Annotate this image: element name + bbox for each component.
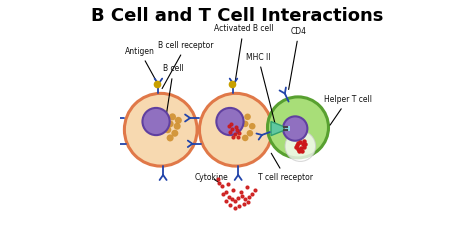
Circle shape bbox=[244, 114, 251, 120]
Circle shape bbox=[124, 93, 197, 166]
Circle shape bbox=[283, 116, 307, 141]
Text: Antigen: Antigen bbox=[125, 47, 156, 80]
Text: Cytokine: Cytokine bbox=[195, 173, 228, 183]
Circle shape bbox=[173, 123, 181, 130]
FancyArrow shape bbox=[200, 123, 215, 135]
Text: B cell receptor: B cell receptor bbox=[158, 41, 214, 88]
Text: CD4: CD4 bbox=[289, 27, 307, 89]
Circle shape bbox=[171, 130, 178, 137]
Text: Helper T cell: Helper T cell bbox=[324, 95, 372, 125]
Text: MHC II: MHC II bbox=[246, 52, 275, 123]
Circle shape bbox=[249, 123, 255, 130]
Circle shape bbox=[200, 93, 272, 166]
Circle shape bbox=[143, 108, 170, 135]
Circle shape bbox=[167, 120, 173, 127]
Polygon shape bbox=[271, 122, 284, 136]
Text: B Cell and T Cell Interactions: B Cell and T Cell Interactions bbox=[91, 7, 383, 25]
Circle shape bbox=[285, 131, 316, 161]
Circle shape bbox=[216, 108, 244, 135]
Circle shape bbox=[246, 130, 253, 137]
Circle shape bbox=[242, 135, 248, 141]
Circle shape bbox=[242, 121, 248, 127]
Circle shape bbox=[167, 135, 173, 141]
Circle shape bbox=[267, 97, 328, 158]
Text: B cell: B cell bbox=[163, 64, 184, 118]
Bar bbox=[285, 126, 290, 131]
Circle shape bbox=[175, 117, 182, 124]
Text: Activated B cell: Activated B cell bbox=[214, 24, 273, 82]
Circle shape bbox=[164, 126, 171, 133]
Text: T cell receptor: T cell receptor bbox=[258, 153, 313, 182]
Circle shape bbox=[169, 113, 176, 120]
